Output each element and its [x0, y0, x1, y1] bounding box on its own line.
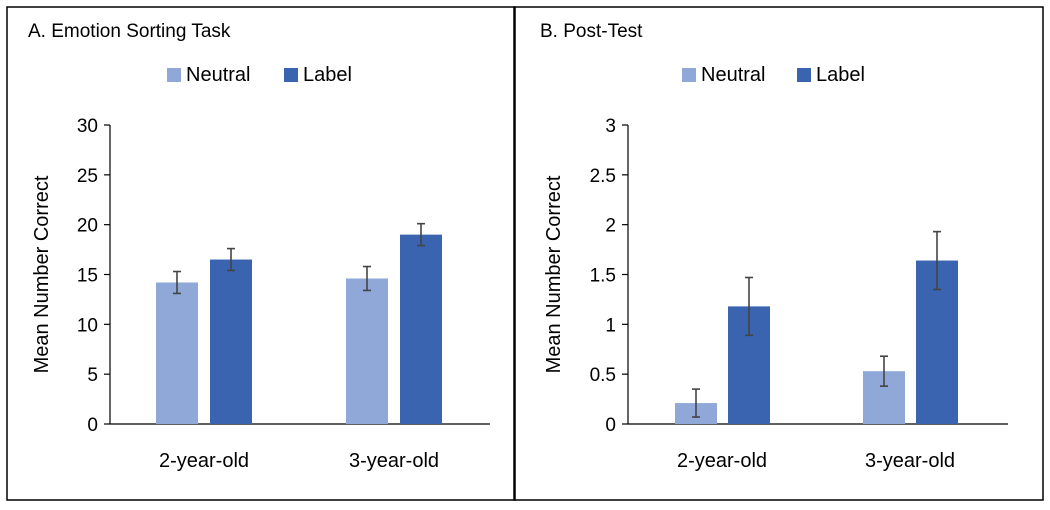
y-tick-label: 0.5: [590, 365, 616, 386]
y-axis-label: Mean Number Correct: [31, 175, 53, 373]
legend-swatch-neutral: [682, 68, 696, 82]
legend-label-neutral: Neutral: [701, 64, 765, 86]
bar-label-2-year-old: [210, 259, 252, 424]
chart-title: B. Post-Test: [540, 21, 643, 42]
x-tick-label: 3-year-old: [349, 450, 439, 472]
y-tick-label: 5: [87, 365, 98, 386]
legend-swatch-label: [797, 68, 811, 82]
bar-neutral-2-year-old: [156, 282, 198, 424]
y-tick-label: 25: [77, 166, 98, 187]
y-axis-label: Mean Number Correct: [543, 175, 565, 373]
y-tick-label: 2: [605, 216, 616, 237]
y-tick-label: 15: [77, 266, 98, 287]
y-tick-label: 0: [87, 415, 98, 436]
y-tick-label: 10: [77, 315, 98, 336]
y-tick-label: 1.5: [590, 266, 616, 287]
panel-border: [6, 6, 516, 501]
legend-swatch-label: [284, 68, 298, 82]
legend-label-label: Label: [816, 64, 865, 86]
y-tick-label: 3: [605, 116, 616, 137]
legend-label-label: Label: [303, 64, 352, 86]
y-tick-label: 2.5: [590, 166, 616, 187]
y-tick-label: 30: [77, 116, 98, 137]
legend-swatch-neutral: [167, 68, 181, 82]
x-tick-label: 2-year-old: [159, 450, 249, 472]
y-tick-label: 1: [605, 315, 616, 336]
panel-border: [513, 6, 1044, 501]
panel-a: A. Emotion Sorting Task Neutral Label 0 5 10 1…: [6, 6, 516, 501]
panel-b: B. Post-Test Neutral Label 0 0.5 1 1.5 2 2.5 3 Mea…: [513, 6, 1044, 501]
y-tick-label: 20: [77, 216, 98, 237]
bar-label-3-year-old: [400, 234, 442, 424]
legend-label-neutral: Neutral: [186, 64, 250, 86]
y-tick-label: 0: [605, 415, 616, 436]
x-tick-label: 3-year-old: [865, 450, 955, 472]
x-tick-label: 2-year-old: [677, 450, 767, 472]
chart-title: A. Emotion Sorting Task: [28, 21, 231, 42]
bar-neutral-3-year-old: [346, 278, 388, 424]
